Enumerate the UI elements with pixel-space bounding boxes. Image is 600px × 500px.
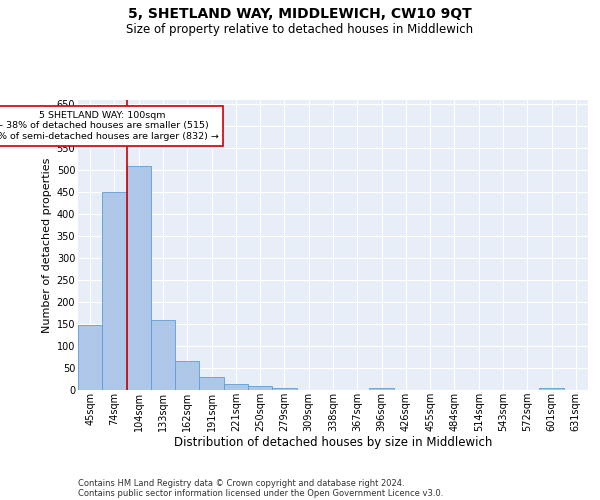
Bar: [370, 388, 394, 390]
Bar: [102, 192, 127, 390]
Bar: [151, 320, 175, 390]
Bar: [127, 166, 151, 390]
X-axis label: Distribution of detached houses by size in Middlewich: Distribution of detached houses by size …: [174, 436, 492, 450]
Y-axis label: Number of detached properties: Number of detached properties: [43, 158, 52, 332]
Bar: [539, 388, 564, 390]
Bar: [224, 384, 248, 390]
Bar: [199, 377, 224, 390]
Text: Size of property relative to detached houses in Middlewich: Size of property relative to detached ho…: [127, 22, 473, 36]
Text: Contains HM Land Registry data © Crown copyright and database right 2024.: Contains HM Land Registry data © Crown c…: [78, 478, 404, 488]
Bar: [175, 362, 199, 390]
Text: 5, SHETLAND WAY, MIDDLEWICH, CW10 9QT: 5, SHETLAND WAY, MIDDLEWICH, CW10 9QT: [128, 8, 472, 22]
Bar: [78, 325, 102, 390]
Text: 5 SHETLAND WAY: 100sqm
← 38% of detached houses are smaller (515)
61% of semi-de: 5 SHETLAND WAY: 100sqm ← 38% of detached…: [0, 111, 219, 141]
Bar: [272, 388, 296, 390]
Bar: [248, 386, 272, 390]
Text: Contains public sector information licensed under the Open Government Licence v3: Contains public sector information licen…: [78, 488, 443, 498]
